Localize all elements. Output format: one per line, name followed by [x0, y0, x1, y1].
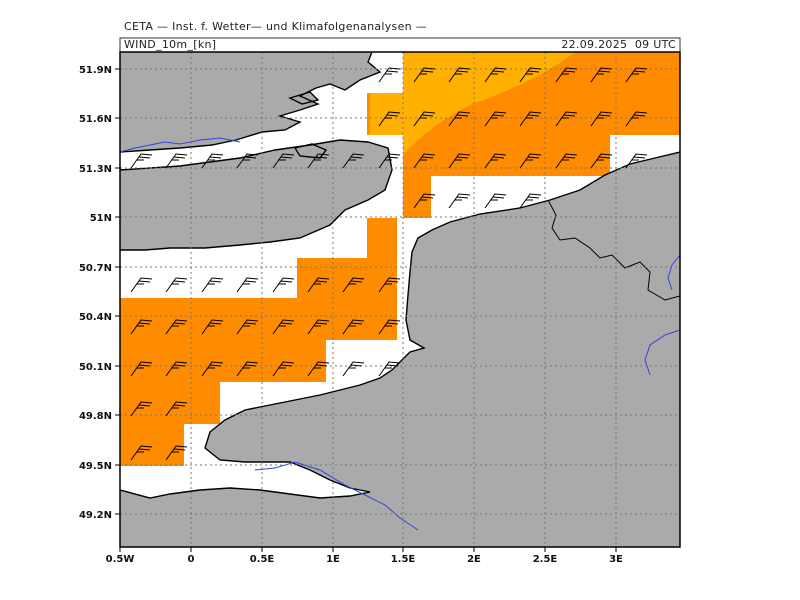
wind-barb [236, 361, 259, 377]
wind-barb [448, 193, 471, 209]
wind-barb [378, 319, 401, 335]
wind-barbs [130, 67, 648, 461]
wind-barb [625, 153, 648, 169]
wind-barb [555, 67, 578, 83]
wind-barb [590, 153, 613, 169]
wind-barb [165, 277, 188, 293]
x-tick-label: 0.5W [106, 554, 135, 565]
wind-barb [201, 361, 224, 377]
y-tick-label: 49.5N [79, 461, 112, 472]
wind-barb [272, 277, 295, 293]
wind-barb [130, 277, 153, 293]
wind-barb [590, 111, 613, 127]
wind-barb [165, 153, 188, 169]
wind-barb [413, 67, 436, 83]
wind-barb [201, 153, 224, 169]
wind-barb [378, 111, 401, 127]
wind-speed-shading-yellow-2 [370, 93, 403, 135]
wind-barb [236, 153, 259, 169]
wind-barb [413, 111, 436, 127]
wind-barb [519, 67, 542, 83]
wind-barb [130, 319, 153, 335]
axis-ticks [115, 68, 617, 552]
wind-barb [555, 111, 578, 127]
x-tick-label: 1E [326, 554, 340, 565]
wind-barb [625, 67, 648, 83]
wind-barb [201, 277, 224, 293]
header-box [119, 37, 681, 53]
wind-barb [165, 319, 188, 335]
wind-barb [236, 319, 259, 335]
y-tick-label: 50.1N [79, 362, 112, 373]
x-tick-label: 0.5E [250, 554, 275, 565]
wind-barb [272, 153, 295, 169]
wind-barb [378, 361, 401, 377]
y-tick-label: 49.2N [79, 510, 112, 521]
y-axis-labels: 51.9N 51.6N 51.3N 51N 50.7N 50.4N 50.1N … [79, 65, 112, 521]
wind-speed-shading-yellow [403, 52, 575, 155]
coastline [120, 52, 680, 499]
wind-barb [307, 319, 330, 335]
wind-barb [342, 319, 365, 335]
wind-barb [448, 111, 471, 127]
wind-barb [272, 361, 295, 377]
x-tick-label: 0 [188, 554, 195, 565]
wind-barb [448, 67, 471, 83]
wind-barb [484, 111, 507, 127]
wind-barb [236, 277, 259, 293]
wind-barb [165, 361, 188, 377]
x-tick-label: 2.5E [533, 554, 558, 565]
wind-barb [378, 153, 401, 169]
wind-barb [130, 401, 153, 417]
country-border [547, 199, 680, 301]
wind-barb [413, 153, 436, 169]
y-tick-label: 51.9N [79, 65, 112, 76]
x-tick-label: 2E [467, 554, 481, 565]
wind-barb [484, 153, 507, 169]
england-land [120, 52, 380, 152]
institute-title: CETA — Inst. f. Wetter— und Klimafolgena… [124, 20, 428, 33]
wind-barb [378, 67, 401, 83]
grid-lines [120, 52, 680, 547]
wind-barb [625, 111, 648, 127]
wind-barb [130, 153, 153, 169]
wind-barb [590, 67, 613, 83]
y-tick-label: 49.8N [79, 411, 112, 422]
wind-barb [201, 319, 224, 335]
wind-barb [448, 153, 471, 169]
wind-barb [342, 153, 365, 169]
wind-barb [413, 193, 436, 209]
wind-barb [519, 153, 542, 169]
y-tick-label: 51.3N [79, 164, 112, 175]
wind-barb [519, 111, 542, 127]
x-axis-labels: 0.5W 0 0.5E 1E 1.5E 2E 2.5E 3E [106, 554, 623, 565]
wind-barb [165, 401, 188, 417]
kent-land [120, 140, 392, 250]
wind-barb [307, 277, 330, 293]
wind-barb [378, 277, 401, 293]
x-tick-label: 1.5E [391, 554, 416, 565]
valid-time-label: 22.09.2025 09 UTC [561, 38, 676, 51]
france-land [120, 152, 680, 547]
x-tick-label: 3E [609, 554, 623, 565]
y-tick-label: 50.4N [79, 312, 112, 323]
wind-barb [165, 445, 188, 461]
wind-barb [555, 153, 578, 169]
wind-barb [307, 153, 330, 169]
y-tick-label: 51N [90, 213, 112, 224]
wind-barb [130, 445, 153, 461]
variable-label: WIND_10m_[kn] [124, 38, 217, 51]
wind-barb [130, 361, 153, 377]
wind-barb [342, 277, 365, 293]
wind-barb [272, 319, 295, 335]
wind-barb [342, 361, 365, 377]
wind-barb [307, 361, 330, 377]
wind-barb [519, 193, 542, 209]
y-tick-label: 50.7N [79, 263, 112, 274]
wind-barb [484, 193, 507, 209]
wind-barb [484, 67, 507, 83]
y-tick-label: 51.6N [79, 114, 112, 125]
